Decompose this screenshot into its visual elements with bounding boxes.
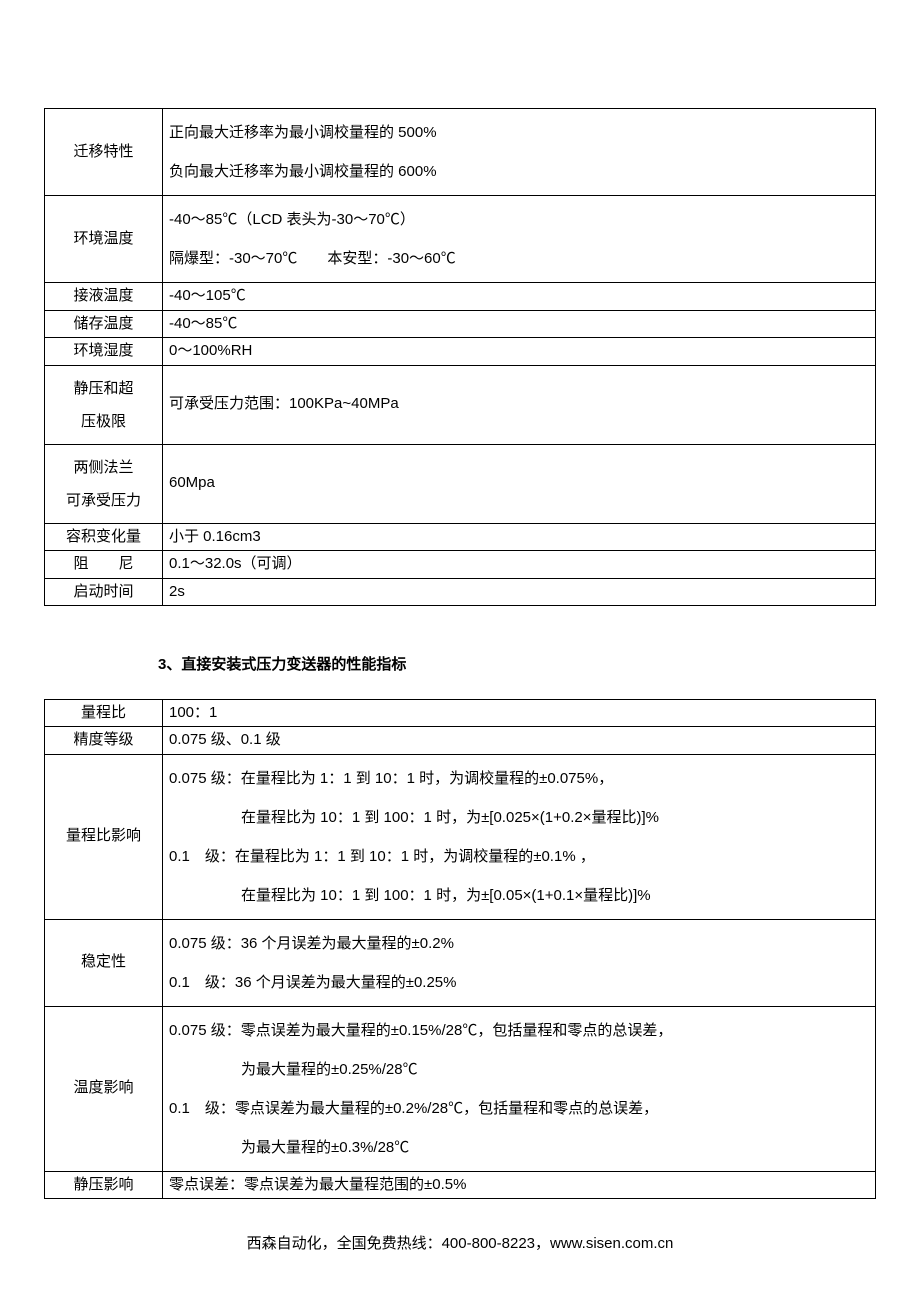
table-row: 量程比影响0.075 级：在量程比为 1：1 到 10：1 时，为调校量程的±0… (45, 754, 876, 919)
spec-label: 容积变化量 (45, 523, 163, 551)
spec-label: 阻 尼 (45, 551, 163, 579)
spec-value: -40～105℃ (163, 283, 876, 311)
spec-label: 稳定性 (45, 919, 163, 1006)
spec-value: 零点误差：零点误差为最大量程范围的±0.5% (163, 1171, 876, 1199)
spec-value: 0.075 级：零点误差为最大量程的±0.15%/28℃，包括量程和零点的总误差… (163, 1006, 876, 1171)
spec-label: 温度影响 (45, 1006, 163, 1171)
spec-value: 正向最大迁移率为最小调校量程的 500%负向最大迁移率为最小调校量程的 600% (163, 109, 876, 196)
spec-label: 环境温度 (45, 196, 163, 283)
spec-label: 精度等级 (45, 727, 163, 755)
specs-table-2: 量程比100：1精度等级0.075 级、0.1 级量程比影响0.075 级：在量… (44, 699, 876, 1200)
spec-label: 环境湿度 (45, 338, 163, 366)
spec-value: 60Mpa (163, 444, 876, 523)
spec-label: 储存温度 (45, 310, 163, 338)
table-row: 环境温度-40～85℃（LCD 表头为-30～70℃）隔爆型：-30～70℃ 本… (45, 196, 876, 283)
spec-label: 量程比 (45, 699, 163, 727)
spec-value: 0～100%RH (163, 338, 876, 366)
table-row: 精度等级0.075 级、0.1 级 (45, 727, 876, 755)
specs-table-1: 迁移特性正向最大迁移率为最小调校量程的 500%负向最大迁移率为最小调校量程的 … (44, 108, 876, 606)
table-row: 接液温度-40～105℃ (45, 283, 876, 311)
table-row: 稳定性0.075 级：36 个月误差为最大量程的±0.2%0.1 级：36 个月… (45, 919, 876, 1006)
spec-value: 0.075 级：36 个月误差为最大量程的±0.2%0.1 级：36 个月误差为… (163, 919, 876, 1006)
spec-value: 100：1 (163, 699, 876, 727)
spec-value: 0.075 级：在量程比为 1：1 到 10：1 时，为调校量程的±0.075%… (163, 754, 876, 919)
table-row: 迁移特性正向最大迁移率为最小调校量程的 500%负向最大迁移率为最小调校量程的 … (45, 109, 876, 196)
spec-label: 静压和超压极限 (45, 365, 163, 444)
table-row: 环境湿度0～100%RH (45, 338, 876, 366)
spec-value: -40～85℃ (163, 310, 876, 338)
table-row: 静压影响零点误差：零点误差为最大量程范围的±0.5% (45, 1171, 876, 1199)
table-row: 量程比100：1 (45, 699, 876, 727)
spec-label: 两侧法兰可承受压力 (45, 444, 163, 523)
spec-value: 0.1～32.0s（可调） (163, 551, 876, 579)
spec-label: 接液温度 (45, 283, 163, 311)
table-row: 静压和超压极限可承受压力范围：100KPa~40MPa (45, 365, 876, 444)
section-heading: 3、直接安装式压力变送器的性能指标 (158, 654, 876, 677)
spec-label: 量程比影响 (45, 754, 163, 919)
table-row: 阻 尼0.1～32.0s（可调） (45, 551, 876, 579)
table-row: 温度影响0.075 级：零点误差为最大量程的±0.15%/28℃，包括量程和零点… (45, 1006, 876, 1171)
page-footer: 西森自动化，全国免费热线：400-800-8223，www.sisen.com.… (44, 1233, 876, 1256)
spec-value: 可承受压力范围：100KPa~40MPa (163, 365, 876, 444)
table-row: 两侧法兰可承受压力60Mpa (45, 444, 876, 523)
spec-label: 静压影响 (45, 1171, 163, 1199)
spec-value: -40～85℃（LCD 表头为-30～70℃）隔爆型：-30～70℃ 本安型：-… (163, 196, 876, 283)
spec-value: 0.075 级、0.1 级 (163, 727, 876, 755)
table-row: 储存温度-40～85℃ (45, 310, 876, 338)
spec-value: 小于 0.16cm3 (163, 523, 876, 551)
spec-label: 启动时间 (45, 578, 163, 606)
table-row: 启动时间2s (45, 578, 876, 606)
spec-value: 2s (163, 578, 876, 606)
table-row: 容积变化量小于 0.16cm3 (45, 523, 876, 551)
spec-label: 迁移特性 (45, 109, 163, 196)
